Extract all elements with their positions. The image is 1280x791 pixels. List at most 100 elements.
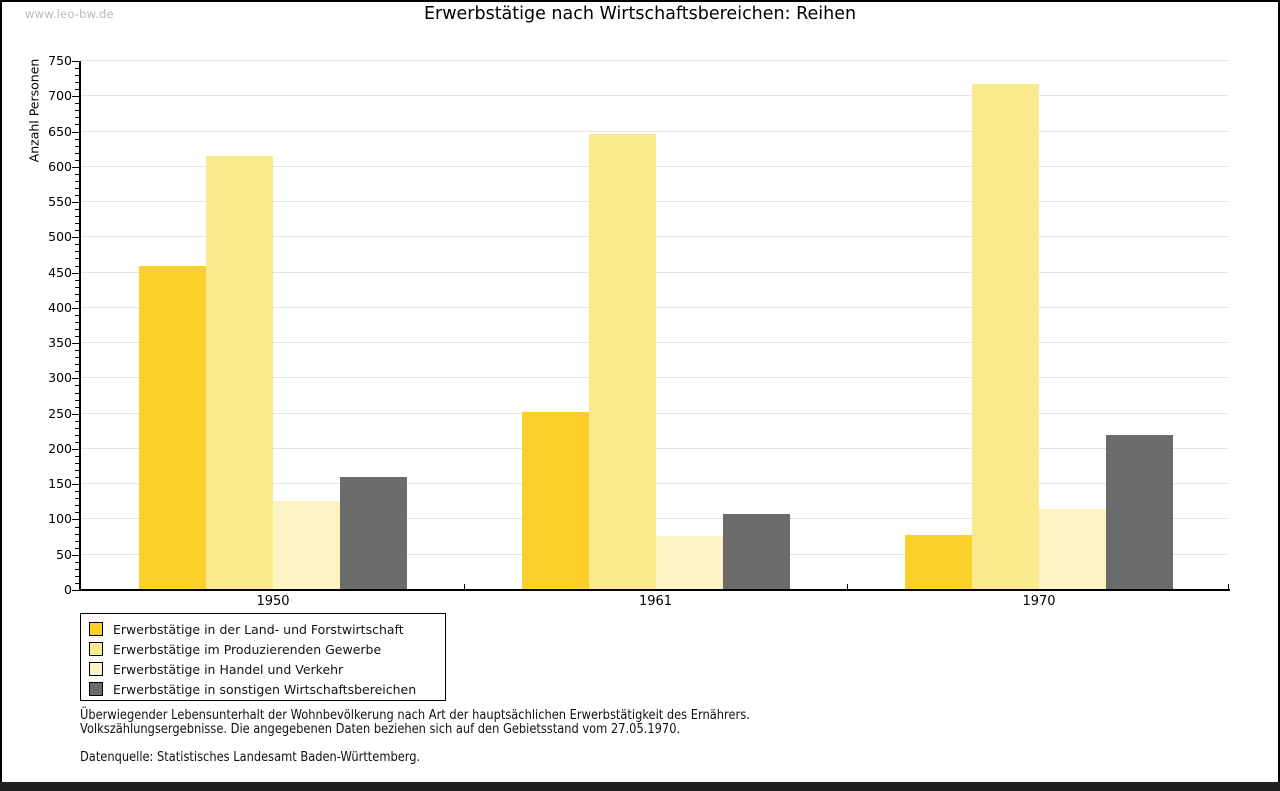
y-minor-tick: [75, 68, 79, 70]
y-minor-tick: [75, 103, 79, 105]
y-major-tick: [72, 378, 79, 380]
y-minor-tick: [75, 265, 79, 267]
y-tick-label: 550: [48, 194, 72, 210]
y-minor-tick: [75, 293, 79, 295]
bar-1970-1: [905, 534, 972, 590]
legend-item: Erwerbstätige im Produzierenden Gewerbe: [81, 639, 445, 659]
y-minor-tick: [75, 286, 79, 288]
bottom-black-bar: [0, 782, 1280, 791]
legend-item: Erwerbstätige in Handel und Verkehr: [81, 659, 445, 679]
y-tick-label: 400: [48, 299, 72, 315]
y-major-tick: [72, 272, 79, 274]
y-minor-tick: [75, 434, 79, 436]
y-minor-tick: [75, 258, 79, 260]
y-minor-tick: [75, 230, 79, 232]
y-tick-label: 0: [64, 582, 72, 597]
y-minor-tick: [75, 547, 79, 549]
y-minor-tick: [75, 117, 79, 119]
legend-swatch-handel-verkehr: [89, 662, 103, 676]
y-major-tick: [72, 131, 79, 133]
x-tick-label-1961: 1961: [638, 594, 673, 609]
bar-1970-4: [1106, 434, 1173, 590]
y-tick-label: 750: [48, 53, 72, 68]
y-major-tick: [72, 96, 79, 98]
y-minor-tick: [75, 75, 79, 77]
bar-1950-4: [340, 477, 407, 590]
y-minor-tick: [75, 533, 79, 535]
y-minor-tick: [75, 371, 79, 373]
legend-label: Erwerbstätige in der Land- und Forstwirt…: [113, 621, 404, 637]
y-minor-tick: [75, 300, 79, 302]
y-minor-tick: [75, 329, 79, 331]
y-minor-tick: [75, 279, 79, 281]
x-tick-label-1950: 1950: [256, 594, 290, 609]
y-major-tick: [72, 61, 79, 62]
y-minor-tick: [75, 216, 79, 218]
y-tick-label: 600: [48, 158, 72, 174]
y-major-tick: [72, 448, 79, 450]
y-minor-tick: [75, 491, 79, 493]
bar-1961-1: [521, 411, 589, 590]
y-major-tick: [72, 307, 79, 309]
y-minor-tick: [75, 512, 79, 514]
y-minor-tick: [75, 195, 79, 196]
bar-1950-2: [206, 156, 273, 590]
y-minor-tick: [75, 110, 79, 112]
y-minor-tick: [75, 336, 79, 338]
y-minor-tick: [75, 187, 79, 189]
y-tick-label: 450: [48, 264, 72, 280]
y-major-tick: [72, 237, 79, 239]
y-tick-label: 500: [48, 229, 72, 245]
y-minor-tick: [75, 406, 79, 408]
y-minor-tick: [75, 568, 79, 570]
y-minor-tick: [75, 505, 79, 507]
legend-swatch-sonstige: [89, 682, 103, 696]
footnote-line-2: Volkszählungsergebnisse. Die angegebenen…: [80, 722, 681, 737]
legend-swatch-produzierendes-gewerbe: [89, 642, 103, 656]
legend-item: Erwerbstätige in sonstigen Wirtschaftsbe…: [81, 679, 445, 699]
y-minor-tick: [75, 124, 79, 126]
bar-1970-3: [1039, 508, 1106, 590]
legend-box: Erwerbstätige in der Land- und Forstwirt…: [80, 613, 446, 701]
y-tick-label: 50: [56, 546, 72, 562]
site-watermark: www.leo-bw.de: [25, 7, 114, 21]
legend-label: Erwerbstätige in sonstigen Wirtschaftsbe…: [113, 681, 417, 697]
gridline: [81, 95, 1228, 97]
y-major-tick: [72, 413, 79, 415]
footnote-line-1: Überwiegender Lebensunterhalt der Wohnbe…: [80, 708, 750, 723]
bar-1961-3: [655, 535, 723, 590]
y-major-tick: [72, 519, 79, 521]
y-axis-title: Anzahl Personen: [26, 58, 42, 163]
bar-1950-1: [139, 265, 206, 590]
y-minor-tick: [75, 223, 79, 225]
bar-1961-2: [588, 134, 656, 590]
y-major-tick: [72, 343, 79, 345]
y-minor-tick: [75, 321, 79, 323]
y-minor-tick: [75, 152, 79, 154]
y-major-tick: [72, 590, 79, 591]
x-axis-boundary-tick: [847, 584, 848, 590]
y-major-tick: [72, 484, 79, 486]
gridline: [81, 130, 1228, 132]
legend-label: Erwerbstätige im Produzierenden Gewerbe: [113, 641, 382, 657]
y-major-tick: [72, 166, 79, 168]
y-tick-label: 650: [48, 123, 72, 139]
y-minor-tick: [75, 385, 79, 387]
y-minor-tick: [75, 364, 79, 366]
y-tick-label: 150: [48, 476, 72, 492]
legend-item: Erwerbstätige in der Land- und Forstwirt…: [81, 619, 445, 639]
y-minor-tick: [75, 582, 79, 584]
x-axis-line: [79, 589, 1230, 591]
bar-1950-3: [273, 501, 340, 590]
y-minor-tick: [75, 455, 79, 457]
y-major-tick: [72, 202, 79, 204]
y-minor-tick: [75, 427, 79, 429]
y-minor-tick: [75, 470, 79, 472]
y-minor-tick: [75, 441, 79, 443]
y-tick-label: 200: [48, 440, 72, 456]
y-minor-tick: [75, 82, 79, 84]
legend-swatch-land-forstwirtschaft: [89, 622, 103, 636]
y-minor-tick: [75, 540, 79, 542]
bar-1970-2: [972, 84, 1039, 590]
